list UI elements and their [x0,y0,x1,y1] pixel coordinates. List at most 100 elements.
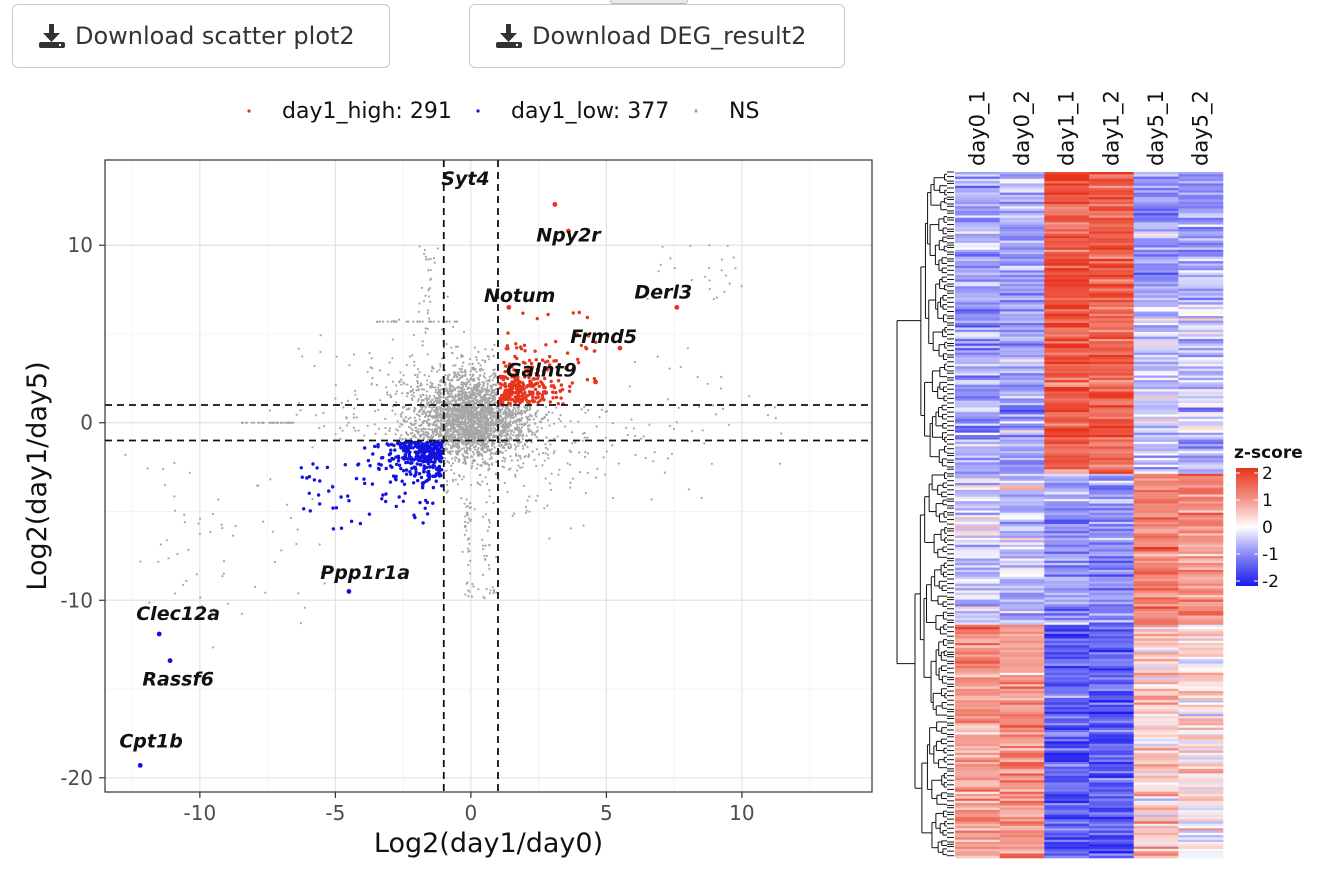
heatmap-cell [1044,519,1090,523]
heatmap-cell [1178,304,1224,308]
heatmap-cell [999,528,1045,532]
heatmap-cell [1044,533,1090,536]
ns-point [473,391,476,394]
high-point [531,390,535,394]
heatmap-cell [1044,421,1090,424]
y-tick-label: -10 [60,588,93,612]
ns-point [462,361,465,364]
ns-point [455,408,458,411]
heatmap-cell [999,197,1045,200]
ns-point [525,509,528,512]
download-scatter-plot-button[interactable]: Download scatter plot2 [12,4,390,68]
ns-point [428,385,432,388]
heatmap-cell [1044,432,1090,436]
download-deg-result-button[interactable]: Download DEG_result2 [469,4,845,68]
heatmap-cell [955,434,1000,438]
high-point [528,379,532,383]
ns-point [489,589,492,592]
ns-point [159,543,162,546]
ns-point [452,325,455,328]
heatmap-cell [999,338,1045,342]
ns-point [493,391,496,394]
heatmap-cell [1178,400,1224,404]
ns-point [483,554,486,557]
ns-point [465,446,468,449]
ns-point [780,432,783,435]
ns-point [454,345,458,348]
heatmap-cell [1044,210,1090,214]
ns-point [473,368,476,371]
ns-point [498,433,501,437]
heatmap-cell [1178,313,1224,317]
ns-point [424,255,428,258]
heatmap-cell [1178,199,1224,203]
ns-point [690,430,694,433]
heatmap-cell [1089,217,1134,221]
ns-point [421,320,424,323]
ns-point [398,380,401,383]
heatmap-cell [1044,194,1090,198]
ns-point [426,420,429,423]
high-point [506,369,510,373]
ns-point [298,401,301,404]
heatmap-cell [1089,537,1134,541]
heatmap-cell [1089,316,1134,319]
heatmap-cell [1089,524,1134,527]
heatmap-cell [1044,441,1090,445]
ns-point [473,383,476,386]
ns-point [544,443,547,446]
ns-point [451,389,454,393]
high-point [548,354,552,359]
ns-point [476,452,479,455]
legend-label-high: day1_high: 291 [282,99,452,124]
heatmap-cell [1089,423,1134,427]
heatmap-cell [1178,382,1224,385]
heatmap-cell [955,226,1000,230]
ns-point [417,414,420,417]
heatmap-cell [955,194,1000,198]
heatmap-cell [1044,521,1090,525]
heatmap-cell [1133,270,1179,273]
heatmap-cell [1044,270,1090,273]
heatmap-cell [1133,261,1179,264]
ns-point [396,429,399,432]
ns-point [445,343,448,346]
high-point [551,396,555,400]
high-point [530,365,535,369]
heatmap-cell [1044,348,1090,351]
ns-point [455,413,458,416]
high-point [584,347,589,351]
heatmap-cell [1089,396,1134,399]
heatmap-cell [955,181,1000,184]
ns-point [451,385,455,388]
heatmap-cell [1178,480,1224,484]
ns-point [437,433,440,436]
heatmap-cell [955,375,1000,379]
heatmap-cell [1089,268,1134,271]
heatmap-cell [999,274,1045,278]
ns-point [476,419,479,422]
ns-point [569,527,572,530]
ns-point [632,427,636,430]
low-point [404,445,408,449]
heatmap-cell [999,373,1045,376]
heatmap-cell [1178,492,1224,495]
ns-point [401,423,404,426]
ns-point [524,505,528,508]
heatmap-cell [1044,455,1090,459]
heatmap-cell [1133,336,1179,340]
heatmap-cell [955,206,1000,209]
ns-point [318,543,321,546]
low-point [327,489,331,493]
ns-point [583,406,586,409]
heatmap-cell [955,185,1000,189]
heatmap-cell [1133,448,1179,452]
plot-border [104,159,873,793]
ns-point [535,415,538,418]
ns-point [455,400,458,403]
ns-point [484,476,487,479]
low-point [396,459,401,463]
heatmap-cell [1178,517,1224,520]
ns-point [433,261,436,264]
low-point [343,463,347,467]
